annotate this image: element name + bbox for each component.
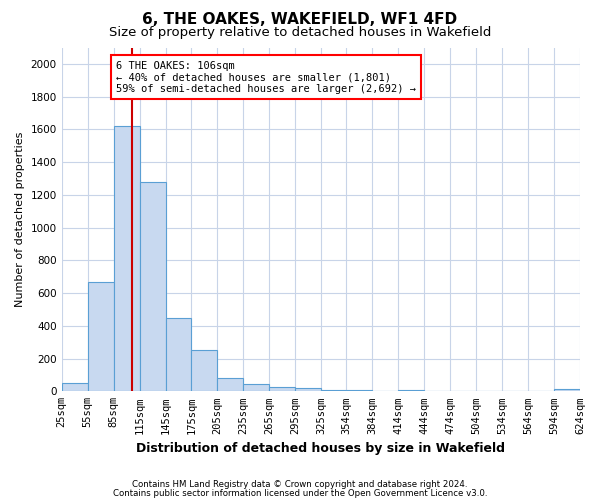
Bar: [166, 318, 191, 392]
Bar: [140, 182, 166, 392]
Bar: [346, 390, 373, 392]
Text: Size of property relative to detached houses in Wakefield: Size of property relative to detached ho…: [109, 26, 491, 39]
Text: 6, THE OAKES, WAKEFIELD, WF1 4FD: 6, THE OAKES, WAKEFIELD, WF1 4FD: [142, 12, 458, 28]
Bar: [88, 282, 113, 392]
Bar: [295, 388, 321, 392]
Bar: [554, 389, 580, 392]
Y-axis label: Number of detached properties: Number of detached properties: [15, 132, 25, 307]
Text: 6 THE OAKES: 106sqm
← 40% of detached houses are smaller (1,801)
59% of semi-det: 6 THE OAKES: 106sqm ← 40% of detached ho…: [116, 60, 416, 94]
Bar: [191, 350, 217, 392]
Bar: [113, 126, 140, 392]
Bar: [321, 390, 346, 392]
Bar: [62, 383, 88, 392]
X-axis label: Distribution of detached houses by size in Wakefield: Distribution of detached houses by size …: [136, 442, 505, 455]
Bar: [244, 384, 269, 392]
Text: Contains public sector information licensed under the Open Government Licence v3: Contains public sector information licen…: [113, 488, 487, 498]
Text: Contains HM Land Registry data © Crown copyright and database right 2024.: Contains HM Land Registry data © Crown c…: [132, 480, 468, 489]
Bar: [398, 390, 424, 392]
Bar: [217, 378, 244, 392]
Bar: [269, 387, 295, 392]
